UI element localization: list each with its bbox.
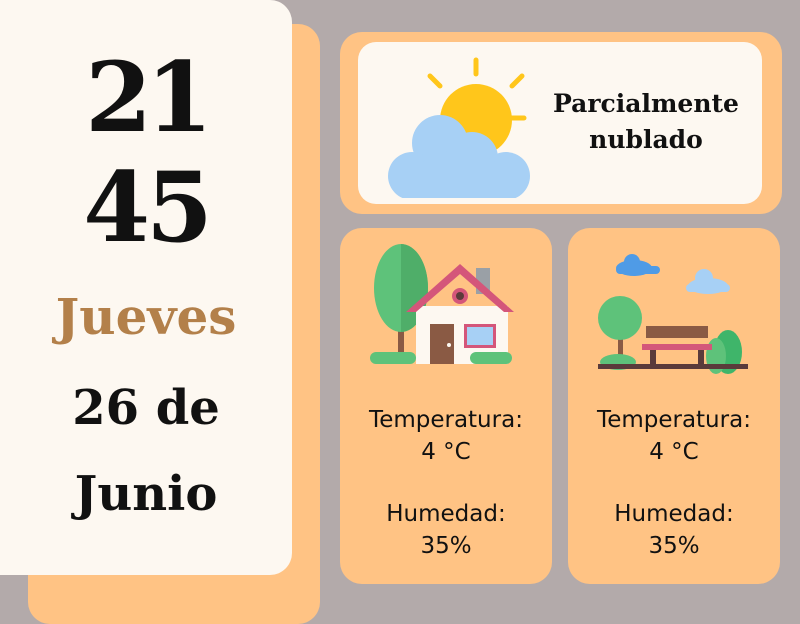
outdoor-humidity-label: Humedad: [614, 501, 734, 527]
sun-behind-cloud-icon [388, 57, 530, 198]
indoor-temperature: Temperatura: 4 °C [340, 404, 552, 468]
condition-label: Parcialmente nublado [536, 86, 756, 158]
outdoor-humidity: Humedad: 35% [568, 498, 780, 562]
indoor-temperature-value: 4 °C [421, 439, 471, 465]
outdoor-card: Temperatura: 4 °C Humedad: 35% [568, 228, 780, 584]
house-icon [370, 244, 514, 364]
weekday-label: Jueves [55, 287, 237, 346]
indoor-humidity-value: 35% [420, 533, 472, 559]
indoor-humidity-label: Humedad: [386, 501, 506, 527]
indoor-humidity: Humedad: 35% [340, 498, 552, 562]
clock-minute: 45 [83, 151, 213, 264]
outdoor-temperature: Temperatura: 4 °C [568, 404, 780, 468]
condition-card: Parcialmente nublado [340, 32, 782, 214]
condition-line-2: nublado [589, 125, 703, 154]
indoor-card: Temperatura: 4 °C Humedad: 35% [340, 228, 552, 584]
clock-hour: 21 [85, 41, 213, 154]
date-line: 26 de [72, 380, 220, 436]
month-label: Junio [74, 466, 218, 522]
condition-line-1: Parcialmente [553, 89, 739, 118]
indoor-temperature-label: Temperatura: [369, 407, 523, 433]
park-bench-icon [598, 254, 748, 374]
outdoor-temperature-value: 4 °C [649, 439, 699, 465]
condition-panel: Parcialmente nublado [358, 42, 762, 204]
clock-card: 21 45 Jueves 26 de Junio [0, 0, 292, 575]
outdoor-temperature-label: Temperatura: [597, 407, 751, 433]
outdoor-humidity-value: 35% [648, 533, 700, 559]
